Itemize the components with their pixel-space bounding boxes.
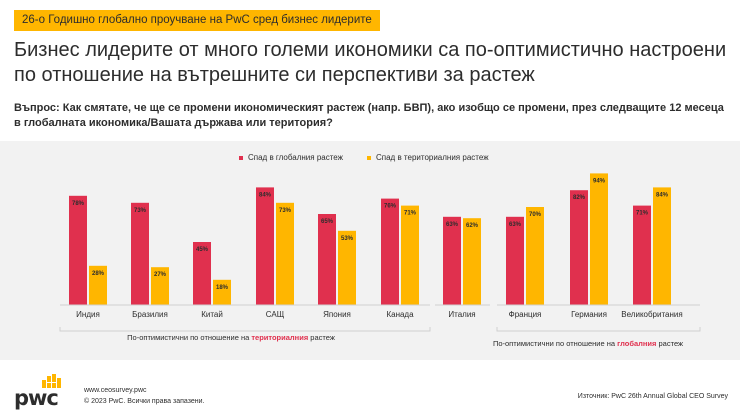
label-global-3: 84% xyxy=(259,192,272,198)
bar-global-0 xyxy=(69,195,87,305)
footer-site: www.ceosurvey.pwc xyxy=(84,387,147,394)
label-global-4: 65% xyxy=(321,219,334,225)
label-global-9: 71% xyxy=(636,211,649,217)
label-global-1: 73% xyxy=(134,208,147,214)
pwc-logo-text: pwc xyxy=(14,386,59,410)
label-global-0: 78% xyxy=(72,201,85,207)
label-territory-0: 28% xyxy=(92,271,105,277)
label-territory-3: 73% xyxy=(279,208,292,214)
group-label-0: По-оптимистични по отношение на територи… xyxy=(127,333,335,342)
bar-global-3 xyxy=(256,187,274,305)
category-label-9: Великобритания xyxy=(621,310,682,319)
bar-territory-3 xyxy=(276,202,294,305)
group-bracket-1 xyxy=(496,327,701,332)
label-global-7: 63% xyxy=(509,222,522,228)
label-global-5: 76% xyxy=(384,204,397,210)
bar-global-9 xyxy=(633,205,651,305)
category-label-1: Бразилия xyxy=(132,310,168,319)
category-label-4: Япония xyxy=(323,310,351,319)
bar-territory-5 xyxy=(401,205,419,305)
page-headline: Бизнес лидерите от много големи икономик… xyxy=(14,39,727,86)
category-label-3: САЩ xyxy=(266,310,285,319)
label-territory-8: 94% xyxy=(593,178,606,184)
survey-banner: 26-о Годишно глобално проучване на PwC с… xyxy=(14,10,380,31)
category-label-8: Германия xyxy=(571,310,607,319)
footer-left: www.ceosurvey.pwc © 2023 PwC. Всички пра… xyxy=(84,385,204,407)
bar-global-8 xyxy=(570,190,588,305)
footer-source: Източник: PwC 26th Annual Global CEO Sur… xyxy=(577,393,728,400)
category-label-6: Италия xyxy=(448,310,475,319)
bar-global-1 xyxy=(131,202,149,305)
bar-territory-6 xyxy=(463,218,481,305)
survey-question: Въпрос: Как смятате, че ще се промени ик… xyxy=(14,102,724,129)
label-global-6: 63% xyxy=(446,222,459,228)
bar-global-7 xyxy=(506,216,524,305)
legend-territory-swatch xyxy=(367,155,371,160)
category-label-7: Франция xyxy=(509,310,542,319)
bar-global-6 xyxy=(443,216,461,305)
label-territory-2: 18% xyxy=(216,285,229,291)
group-label-1: По-оптимистични по отношение на глобални… xyxy=(493,339,683,348)
category-label-5: Канада xyxy=(386,310,414,319)
bar-territory-2 xyxy=(213,279,231,305)
legend-global-label: Спад в глобалния растеж xyxy=(248,153,344,162)
label-territory-5: 71% xyxy=(404,211,417,217)
bar-territory-4 xyxy=(338,230,356,305)
bar-territory-9 xyxy=(653,187,671,305)
bar-global-2 xyxy=(193,242,211,305)
category-label-0: Индия xyxy=(76,310,100,319)
group-bracket-0 xyxy=(59,327,431,332)
chart-panel xyxy=(0,141,740,360)
bar-territory-7 xyxy=(526,207,544,305)
legend-territory: Спад в териториалния растеж xyxy=(367,153,489,162)
category-label-2: Китай xyxy=(201,310,223,319)
bar-global-5 xyxy=(381,198,399,305)
label-territory-7: 70% xyxy=(529,212,542,218)
bar-territory-0 xyxy=(89,265,107,305)
pwc-logo-icon xyxy=(42,374,61,388)
legend-global-swatch xyxy=(239,155,243,160)
label-territory-1: 27% xyxy=(154,272,167,278)
label-territory-9: 84% xyxy=(656,192,669,198)
footer-copyright: © 2023 PwC. Всички права запазени. xyxy=(84,398,205,405)
label-global-2: 45% xyxy=(196,247,209,253)
label-territory-4: 53% xyxy=(341,236,354,242)
label-global-8: 82% xyxy=(573,195,586,201)
bar-global-4 xyxy=(318,214,336,305)
label-territory-6: 62% xyxy=(466,223,479,229)
bar-territory-1 xyxy=(151,267,169,305)
legend-global: Спад в глобалния растеж xyxy=(239,153,343,162)
legend-territory-label: Спад в териториалния растеж xyxy=(376,153,489,162)
bar-chart: 78% 28% Индия 73% 27% Бразилия 45% 18% Китай 84% 7… xyxy=(59,173,701,348)
bar-territory-8 xyxy=(590,173,608,305)
